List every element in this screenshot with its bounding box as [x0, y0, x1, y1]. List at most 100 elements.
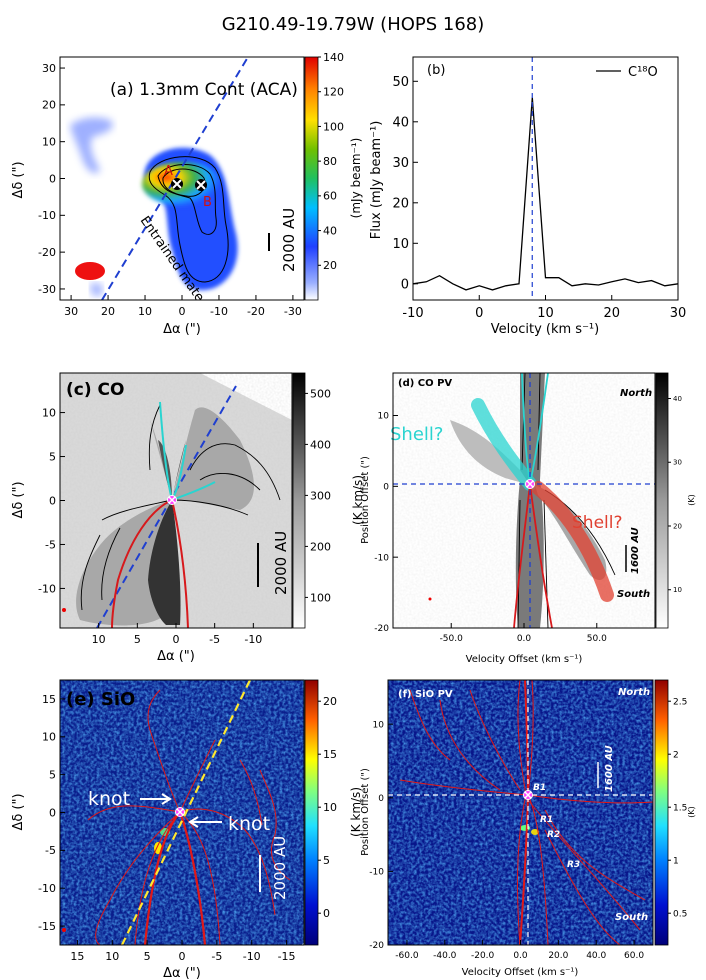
panel-c-colorbar [293, 373, 305, 628]
panel-f-ytick-label: -20 [369, 941, 384, 951]
panel-d-north-label: North [620, 388, 652, 399]
panel-f-xtick-label: 20.0 [548, 951, 568, 961]
panel-e-colorbar-tick-label: 5 [323, 854, 330, 867]
panel-b-ylabel: Flux (mJy beam⁻¹) [369, 121, 384, 240]
panel-e-image: 2000 AU [60, 680, 304, 945]
panel-b-xtick-label: 20 [603, 306, 620, 321]
panel-e-knot-label-1: knot [88, 788, 130, 810]
panel-f-colorbar-ticks: 0.5 1 1.5 2 2.5 [668, 697, 687, 919]
panel-e-colorbar [305, 680, 318, 945]
panel-a-colorbar-tick-label: 60 [323, 190, 337, 203]
panel-c-beam [62, 608, 66, 612]
panel-c-axes: 10 5 0 -5 -10 -10 -5 0 5 10 [38, 406, 262, 646]
panel-c-ytick-label: -5 [45, 538, 56, 551]
panel-c-red-curve-1 [111, 499, 173, 628]
panel-d-colorbar [656, 373, 668, 628]
panel-a-xtick-label: 0 [179, 305, 186, 318]
panel-d-red-curves [513, 483, 553, 628]
panel-d-ytick-label: 0 [383, 482, 389, 492]
panel-f-xtick-label: 60.0 [624, 951, 644, 961]
panel-c-red-curve-2 [171, 499, 189, 628]
panel-b-spectrum-line [412, 97, 679, 291]
panel-a-colorbar-tick-label: 40 [323, 224, 337, 237]
panel-c-xtick-label: -10 [244, 633, 262, 646]
panel-a-colorbar [305, 57, 318, 300]
panel-b: -10 0 10 20 30 0 10 20 30 40 50 (b) C¹⁸O Velocity … [369, 56, 686, 337]
panel-c-ylabel: Δδ (") [11, 481, 26, 518]
panel-f-B1-label: B1 [533, 783, 546, 793]
panel-c-south-lobe-core [148, 500, 181, 625]
panel-a-marker-B [195, 179, 207, 191]
panel-b-axes: -10 0 10 20 30 0 10 20 30 40 50 [392, 75, 686, 321]
panel-d-red-shell [531, 481, 614, 602]
panel-f-scalebar-label: 1600 AU [604, 745, 615, 792]
panel-f-xtick-label: -40.0 [433, 951, 457, 961]
panel-f: 1600 AU (f) SiO PV North South B1 R1 R2 … [360, 679, 696, 978]
panel-a-ytick-label: 20 [42, 99, 56, 112]
panel-e-colorbar-label: (K km/s) [349, 787, 363, 837]
panel-c-ytick-label: 10 [42, 406, 56, 419]
panel-e-ytick-label: -15 [38, 920, 56, 933]
panel-b-xlabel: Velocity (km s⁻¹) [491, 322, 599, 337]
panel-a-xtick-label: -30 [284, 305, 302, 318]
panel-e-knot-arrow-2 [188, 816, 222, 828]
panel-b-ytick-label: 10 [392, 237, 409, 252]
panel-f-ytick-label: 0 [378, 794, 384, 804]
panel-d-ytick-label: 10 [378, 412, 390, 422]
panel-a-xtick-label: -10 [210, 305, 228, 318]
panel-a-scalebar-label: 2000 AU [280, 208, 298, 272]
panel-a-colorbar-tick-label: 140 [323, 51, 344, 64]
panel-f-colorbar-label: (K) [687, 806, 696, 818]
panel-c-colorbar-tick-label: 500 [310, 387, 331, 400]
panel-c-image: 2000 AU [60, 373, 292, 628]
panel-f-colorbar-tick-label: 2.5 [673, 697, 687, 707]
panel-a: A B Entrained material ? 2000 AU (a) 1.3… [11, 51, 363, 337]
panel-e-xtick-label: -5 [211, 950, 222, 963]
panel-e-axes: 15 10 5 0 -5 -10 -15 -15 -10 -5 0 5 10 15 [38, 693, 296, 963]
panel-a-colorbar-tick-label: 20 [323, 259, 337, 272]
panel-f-colorbar [655, 680, 668, 945]
panel-d-colorbar-tick-label: 20 [673, 522, 682, 530]
panel-e-ytick-label: -10 [38, 882, 56, 895]
panel-d-xtick-label: 50.0 [587, 634, 607, 644]
panel-a-xlabel: Δα (") [163, 322, 201, 337]
panel-a-ytick-label: 30 [42, 62, 56, 75]
panel-b-title: (b) [427, 63, 445, 78]
panel-f-ytick-label: -10 [369, 868, 384, 878]
panel-f-xtick-label: -20.0 [471, 951, 495, 961]
panel-a-marker-A-label: A [164, 164, 173, 179]
panel-f-colorbar-tick-label: 1.5 [673, 803, 687, 813]
panel-a-outflow-axis [101, 57, 249, 300]
panel-b-xtick-label: 30 [670, 306, 687, 321]
panel-b-ytick-label: 20 [392, 196, 409, 211]
panel-c-ytick-label: 5 [49, 450, 56, 463]
panel-f-ytick-label: 10 [373, 720, 385, 730]
panel-d-beam [428, 597, 432, 601]
panel-f-colorbar-tick-label: 1 [673, 856, 679, 866]
panel-d-colorbar-tick-label: 30 [673, 459, 682, 467]
panel-f-north-label: North [618, 687, 650, 698]
panel-d-image: 1600 AU [393, 373, 655, 628]
panel-a-diffuse-emission [70, 117, 113, 174]
panel-f-title: (f) SiO PV [398, 689, 453, 700]
panel-c-outflow-axis [96, 385, 237, 628]
panel-a-ytick-label: 10 [42, 136, 56, 149]
panel-d-shell-north-label: Shell? [390, 424, 443, 445]
panel-e-xtick-label: 15 [70, 950, 84, 963]
panel-c-colorbar-label: (K km/s) [351, 475, 365, 525]
panel-e-xtick-label: -15 [278, 950, 296, 963]
panel-d-cyan-shell [471, 398, 537, 491]
panel-d-colorbar-tick-label: 40 [673, 395, 682, 403]
panel-d-xtick-label: 0.0 [517, 634, 532, 644]
panel-a-colorbar-ticks: 20 40 60 80 100 120 140 [318, 51, 344, 272]
panel-c-xtick-label: 5 [134, 633, 141, 646]
panel-f-R2-label: R2 [547, 830, 560, 840]
panel-b-legend-label: C¹⁸O [628, 65, 658, 80]
panel-a-title: (a) 1.3mm Cont (ACA) [110, 80, 298, 100]
panel-f-xtick-label: 0.0 [513, 951, 528, 961]
panel-c-source-marker [167, 495, 177, 505]
panel-a-axes: 30 20 10 0 -10 -20 -30 -30 -20 -10 0 10 20 30 [38, 62, 302, 318]
figure-title: G210.49-19.79W (HOPS 168) [222, 14, 485, 35]
panel-e-colorbar-tick-label: 20 [323, 695, 337, 708]
